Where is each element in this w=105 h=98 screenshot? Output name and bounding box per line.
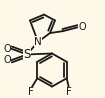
Text: N: N: [34, 37, 42, 47]
Text: F: F: [66, 87, 72, 97]
Text: O: O: [3, 44, 11, 54]
Text: O: O: [78, 22, 86, 32]
Text: O: O: [3, 55, 11, 65]
Text: S: S: [23, 48, 31, 61]
Text: F: F: [28, 87, 34, 97]
